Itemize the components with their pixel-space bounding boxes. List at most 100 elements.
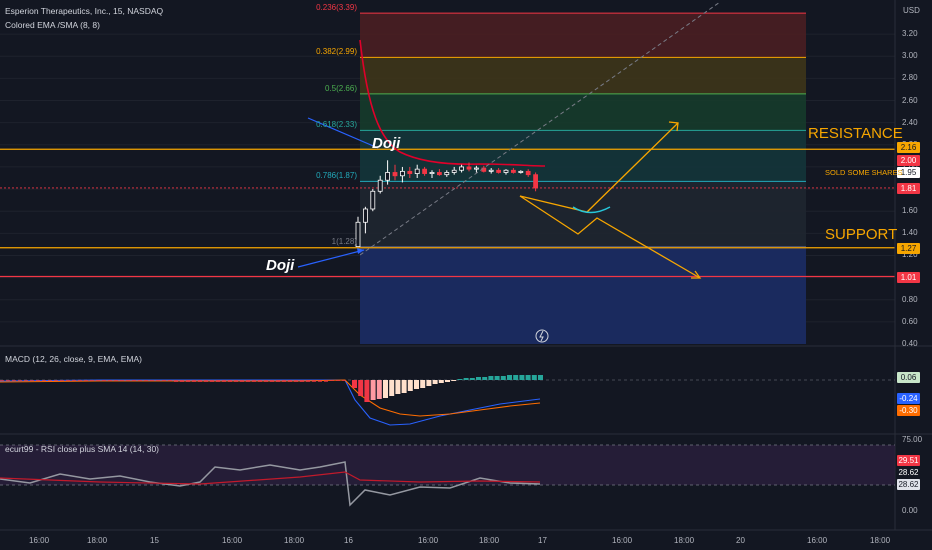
candle-body [525,170,531,176]
user-drawings [297,1,721,343]
macd-bar [240,380,244,382]
macd-bar [168,380,172,381]
macd-tag: -0.24 [897,392,920,404]
macd-bar [42,380,46,381]
macd-bar [66,380,70,381]
macd-bar [132,380,136,381]
candle-body [459,166,465,171]
macd-bar [24,380,28,381]
macd-bar [513,375,519,380]
candle-body [444,172,450,176]
macd-bar [234,380,238,382]
macd-bar [36,380,40,381]
price-tick: 1.60 [902,206,918,216]
macd-bar [186,380,190,382]
candle-body [466,166,472,170]
rsi-tick: 0.00 [902,506,918,515]
blue-arrow-top [307,117,379,149]
macd-bar [120,380,124,381]
ema-curve [359,39,546,167]
time-tick: 20 [736,536,745,545]
macd-bar [401,380,407,393]
macd-bar [6,380,10,381]
candle-body [533,174,538,189]
macd-bar [174,380,178,382]
macd-bar [482,377,488,380]
yellow-arrow-up-head [668,121,679,132]
macd-bar [204,380,208,382]
macd-bar [407,380,413,391]
rsi-sma-line [0,471,541,485]
candle-body [414,168,420,174]
price-tick: 2.40 [902,117,918,127]
candle-body [473,167,479,170]
macd-bar [288,380,292,382]
macd-bar [488,376,494,380]
candle-body [488,169,494,172]
price-tick: 0.60 [902,316,918,326]
symbol-title: Esperion Therapeutics, Inc., 15, NASDAQ [5,6,164,16]
candle-body [370,190,376,210]
macd-bar [228,380,232,382]
candles [355,160,538,248]
macd-bar [210,380,214,382]
candle-body [518,170,524,173]
macd-bar [18,380,22,381]
price-tag: 1.27 [897,242,920,254]
macd-tag: 0.06 [897,371,920,383]
time-tick: 16:00 [29,536,50,545]
fib-label: 0.5(2.66) [324,83,357,93]
macd-bar [282,380,286,382]
candle-body [451,169,457,173]
price-tick: 2.00 [902,162,918,171]
macd-bar [494,376,500,380]
macd-bar [445,380,450,382]
macd-bar [370,380,376,400]
macd-bar [438,380,444,383]
macd-tag: -0.30 [897,404,920,416]
candle-body [422,168,428,174]
candle-body [503,169,509,173]
price-tick: 3.20 [902,29,918,39]
fib-zone [360,13,806,58]
macd-bar [432,380,438,384]
macd-bar [258,380,262,382]
candle-body [429,172,435,174]
time-tick: 16:00 [807,536,828,545]
lightning-icon [535,329,549,343]
rsi-tag: 29.51 [897,454,920,466]
indicator-title: Colored EMA /SMA (8, 8) [5,20,100,30]
candle-body [436,172,442,176]
candle-body [355,221,361,248]
rsi-tag: 28.62 [897,466,920,478]
macd-bar [383,380,388,398]
fibonacci-retracement [360,12,806,344]
macd-bar [358,380,364,396]
macd-bar [138,380,142,381]
blue-arrow-bottom-head [357,248,364,254]
time-tick: 16:00 [222,536,243,545]
price-tag: 1.01 [897,271,920,283]
macd-bar [538,375,543,380]
candle-body [407,170,413,174]
candle-body [362,208,368,223]
sold-label: SOLD SOME SHARES [825,168,903,177]
time-tick: 18:00 [284,536,305,545]
time-tick: 18:00 [870,536,891,545]
macd-bar [264,380,268,382]
fib-label: 0.382(2.99) [316,47,357,57]
macd-bar [531,375,537,380]
macd-bar [457,379,463,380]
lower-panes [0,0,932,531]
macd-title: MACD (12, 26, close, 9, EMA, EMA) [5,354,142,364]
macd-bar [376,380,382,399]
macd-bar [156,380,160,381]
rsi-title: ecurt99 - RSI close plus SMA 14 (14, 30) [5,444,160,454]
time-tick: 18:00 [674,536,695,545]
macd-bar [126,380,130,381]
macd-bar [108,380,112,381]
candle-body [392,172,398,177]
macd-bar [500,376,506,380]
candle-body [399,170,405,177]
